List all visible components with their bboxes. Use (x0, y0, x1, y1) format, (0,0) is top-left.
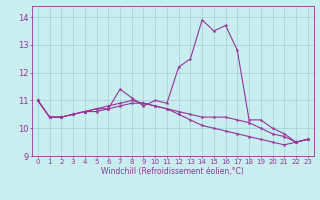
X-axis label: Windchill (Refroidissement éolien,°C): Windchill (Refroidissement éolien,°C) (101, 167, 244, 176)
